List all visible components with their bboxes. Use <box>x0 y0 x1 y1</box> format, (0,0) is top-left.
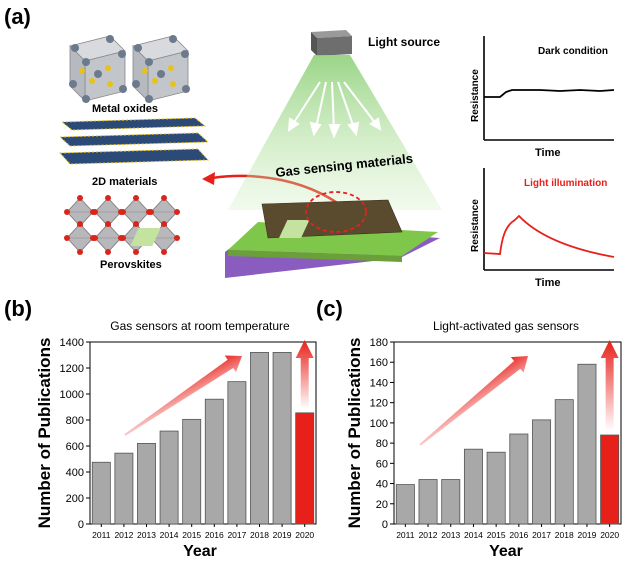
x-tick-label: 2011 <box>396 530 415 540</box>
panel-a: (a) <box>4 4 615 289</box>
bar-2018 <box>250 351 269 525</box>
bar-2015 <box>486 451 506 525</box>
panel-c-label: (c) <box>316 296 343 321</box>
y-tick-label: 20 <box>376 499 388 511</box>
dark-ylabel: Resistance <box>470 69 481 122</box>
bar-2012 <box>114 452 134 525</box>
dark-condition-label: Dark condition <box>538 46 608 57</box>
x-tick-label: 2016 <box>509 530 528 540</box>
x-tick-label: 2019 <box>273 530 292 540</box>
light-source-icon <box>311 30 352 56</box>
y-tick-label: 0 <box>78 519 84 531</box>
x-tick-label: 2016 <box>205 530 224 540</box>
chart-c-title: Light-activated gas sensors <box>433 319 579 333</box>
2d-materials-label: 2D materials <box>92 176 157 188</box>
highlight-up-arrow <box>295 340 314 409</box>
chart-c-xlabel: Year <box>489 543 523 560</box>
bar-2016 <box>204 398 224 525</box>
light-rays <box>287 81 382 139</box>
light-ylabel: Resistance <box>470 199 481 252</box>
bar-2011 <box>91 461 111 525</box>
y-tick-label: 1000 <box>60 389 84 401</box>
chart-b: (b) Gas sensors at room temperature Numb… <box>4 296 317 560</box>
x-tick-label: 2018 <box>555 530 574 540</box>
y-tick-label: 800 <box>66 415 84 427</box>
y-tick-label: 100 <box>370 418 388 430</box>
x-tick-label: 2018 <box>250 530 269 540</box>
x-tick-label: 2014 <box>464 530 483 540</box>
light-illumination-label: Light illumination <box>524 178 607 189</box>
bar-2014 <box>159 430 179 525</box>
x-tick-label: 2013 <box>441 530 460 540</box>
x-tick-label: 2015 <box>182 530 201 540</box>
panel-b-label: (b) <box>4 296 32 321</box>
chart-c-ylabel: Number of Publications <box>345 338 364 529</box>
x-tick-label: 2012 <box>419 530 438 540</box>
bar-2017 <box>532 419 552 525</box>
dark-condition-plot: Dark condition Resistance Time <box>470 36 615 159</box>
x-tick-label: 2011 <box>92 530 111 540</box>
dark-response-curve <box>484 89 615 98</box>
light-xlabel: Time <box>535 277 560 289</box>
metal-oxides-label: Metal oxides <box>92 103 158 115</box>
metal-oxides-crystal-icon <box>69 35 190 103</box>
y-tick-label: 200 <box>66 493 84 505</box>
y-tick-label: 140 <box>370 377 388 389</box>
perovskites-label: Perovskites <box>100 259 162 271</box>
light-source-label: Light source <box>368 35 440 49</box>
bar-2012 <box>418 479 438 525</box>
y-tick-label: 60 <box>376 458 388 470</box>
bar-2015 <box>182 418 202 525</box>
bar-2020 <box>295 412 315 525</box>
x-tick-label: 2012 <box>114 530 133 540</box>
bar-2019 <box>577 363 597 525</box>
x-tick-label: 2019 <box>577 530 596 540</box>
x-tick-label: 2017 <box>532 530 551 540</box>
bar-2016 <box>509 433 529 525</box>
y-tick-label: 80 <box>376 438 388 450</box>
highlight-up-arrow <box>600 340 619 432</box>
panel-a-label: (a) <box>4 4 31 29</box>
chart-c: (c) Light-activated gas sensors Number o… <box>316 296 622 560</box>
x-tick-label: 2017 <box>227 530 246 540</box>
chart-b-title: Gas sensors at room temperature <box>110 319 290 333</box>
x-tick-label: 2020 <box>600 530 619 540</box>
plot-frame <box>393 341 622 525</box>
perovskites-octahedra-icon <box>64 195 180 255</box>
y-tick-label: 0 <box>382 519 388 531</box>
y-tick-label: 1200 <box>60 363 84 375</box>
y-tick-label: 600 <box>66 441 84 453</box>
y-tick-label: 1400 <box>60 337 84 349</box>
y-tick-label: 120 <box>370 398 388 410</box>
chart-b-ylabel: Number of Publications <box>35 338 54 529</box>
x-tick-label: 2020 <box>295 530 314 540</box>
x-tick-label: 2014 <box>160 530 179 540</box>
y-tick-label: 400 <box>66 467 84 479</box>
bar-2013 <box>441 479 461 525</box>
bar-2011 <box>395 484 415 525</box>
bar-2014 <box>463 448 483 525</box>
bar-2017 <box>227 381 247 525</box>
curved-arrow-head <box>202 172 215 185</box>
gas-sensor-chip <box>130 199 440 278</box>
x-tick-label: 2013 <box>137 530 156 540</box>
sensing-area-highlight <box>305 191 367 233</box>
dark-xlabel: Time <box>535 147 560 159</box>
bar-2020 <box>600 434 620 525</box>
x-tick-label: 2015 <box>487 530 506 540</box>
light-response-curve <box>483 214 615 258</box>
bar-2019 <box>272 351 292 525</box>
y-tick-label: 40 <box>376 479 388 491</box>
2d-materials-layers-icon <box>58 117 210 165</box>
chart-b-xlabel: Year <box>183 543 217 560</box>
bar-2013 <box>137 442 156 525</box>
light-illumination-plot: Light illumination Resistance Time <box>470 168 615 289</box>
trend-arrow <box>124 355 242 436</box>
trend-arrow <box>419 356 528 446</box>
bar-2018 <box>554 399 574 525</box>
y-tick-label: 180 <box>370 337 388 349</box>
y-tick-label: 160 <box>370 357 388 369</box>
plot-frame <box>89 341 317 525</box>
